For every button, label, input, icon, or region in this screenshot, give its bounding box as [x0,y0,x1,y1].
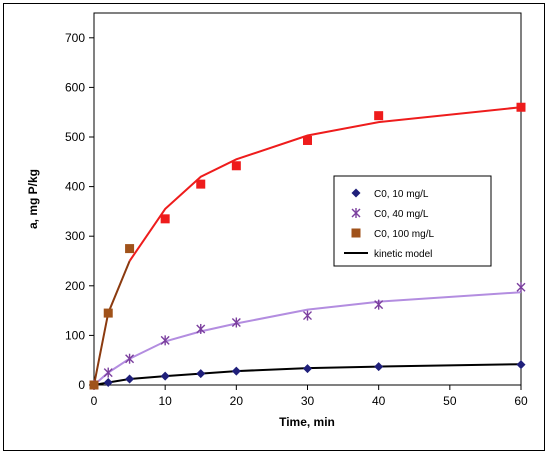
y-tick-label: 400 [65,180,85,194]
data-point [374,111,384,121]
y-tick-label: 100 [65,328,85,342]
model-line [128,106,522,262]
y-tick-label: 600 [65,80,85,94]
y-axis-ticks: 0 100 200 300 400 500 600 700 [65,31,94,392]
legend-box [333,175,492,267]
legend: C0, 10 mg/L C0, 40 mg/L C0, 100 mg/L kineti… [333,175,492,267]
legend-label: C0, 10 mg/L [374,189,429,200]
x-tick-label: 10 [158,394,172,408]
data-point [103,378,113,388]
y-tick-label: 200 [65,279,85,293]
data-point [125,353,135,364]
legend-marker [351,188,361,198]
data-point [516,282,526,293]
data-point [196,369,206,379]
data-point [516,102,526,112]
data-point [160,335,170,346]
x-axis-ticks: 0 10 20 30 40 50 60 [91,385,528,408]
y-tick-label: 0 [78,378,85,392]
y-axis-title: a, mg P/kg [26,169,40,229]
x-tick-label: 30 [301,394,315,408]
data-point [196,323,206,334]
data-point [374,299,384,310]
y-tick-label: 500 [65,130,85,144]
data-point [231,317,241,328]
data-point [125,374,135,384]
legend-label: C0, 40 mg/L [374,209,429,220]
data-point [103,308,113,318]
data-point [231,161,241,171]
data-point [125,244,135,254]
data-point [374,362,384,372]
data-point [160,214,170,224]
legend-marker [351,228,361,238]
data-point [160,371,170,381]
data-point [516,360,526,370]
x-tick-label: 60 [514,394,528,408]
x-tick-label: 0 [91,394,98,408]
y-tick-label: 300 [65,229,85,243]
legend-marker [351,208,361,218]
x-tick-label: 20 [230,394,244,408]
x-tick-label: 40 [372,394,386,408]
data-point [103,367,113,378]
data-points [89,102,526,390]
legend-label: C0, 100 mg/L [374,229,434,240]
x-tick-label: 50 [443,394,457,408]
data-point [303,364,312,374]
x-axis-title: Time, min [279,415,335,429]
y-tick-label: 700 [65,31,85,45]
data-point [89,380,99,390]
data-point [303,310,312,321]
data-point [196,179,206,189]
legend-label: kinetic model [374,249,432,260]
data-point [231,366,241,376]
data-point [303,135,312,145]
